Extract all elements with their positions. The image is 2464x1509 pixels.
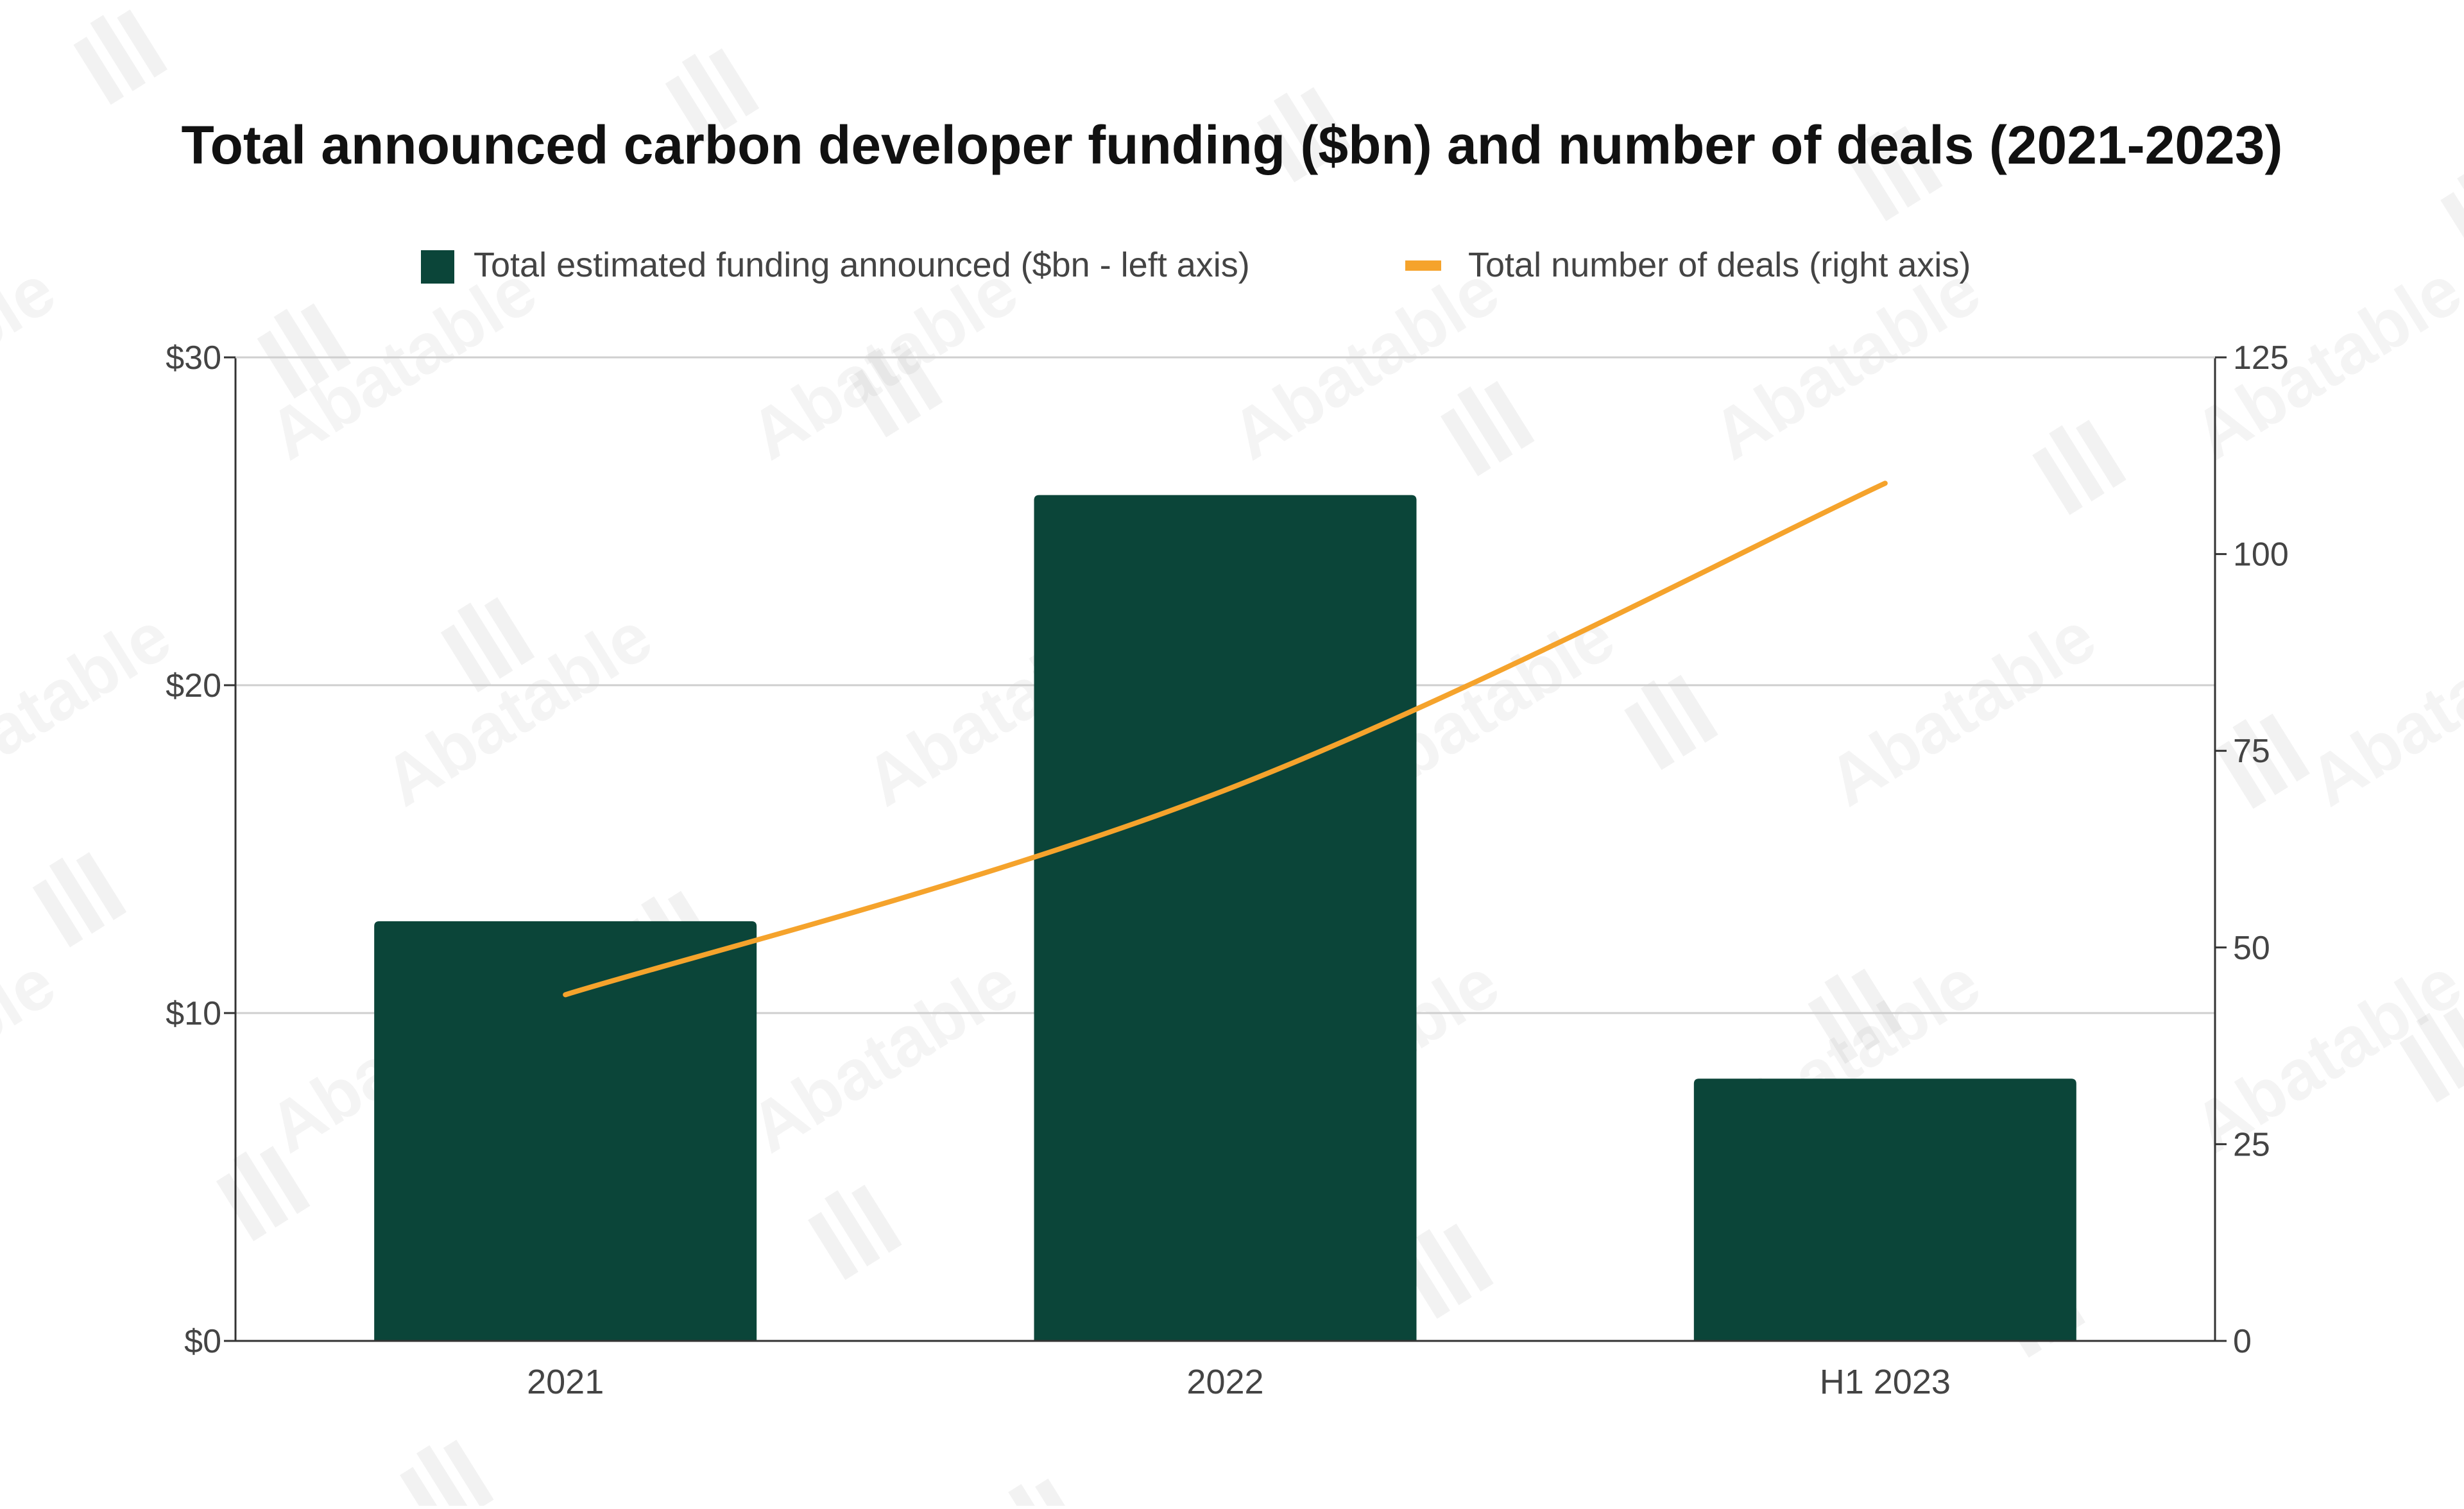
bar-2022 [1034,495,1417,1341]
deals-point-2021 [563,993,568,997]
right-tick-label: 75 [2233,733,2270,770]
x-tick-label: H1 2023 [1820,1363,1951,1401]
bar-h1-2023 [1693,1078,2076,1341]
x-tick-label: 2022 [1186,1363,1263,1401]
left-axis-ticks: $0 $10 $20 $30 [166,339,235,1360]
left-tick-label: $20 [166,667,221,704]
legend-bar-swatch [421,250,454,284]
right-tick-label: 25 [2233,1126,2270,1163]
bar-2021 [374,921,757,1341]
right-tick-label: 50 [2233,930,2270,967]
right-tick-label: 100 [2233,536,2289,574]
right-tick-label: 0 [2233,1323,2252,1360]
axes [234,356,2216,1342]
legend-bar-label: Total estimated funding announced ($bn -… [474,246,1250,284]
legend-line-swatch [1405,260,1441,271]
bar-series [374,495,2076,1341]
right-tick-label: 125 [2233,339,2289,377]
left-tick-label: $10 [166,995,221,1032]
deals-point-2022 [1223,788,1228,792]
deals-point-h1-2023 [1883,481,1887,486]
line-series [563,481,1888,998]
right-axis-ticks: 0 25 50 75 100 125 [2215,339,2289,1360]
left-tick-label: $0 [184,1323,221,1360]
x-tick-label: 2021 [527,1363,604,1401]
legend: Total estimated funding announced ($bn -… [421,246,1971,284]
left-tick-label: $30 [166,339,221,377]
legend-line-label: Total number of deals (right axis) [1468,246,1971,284]
x-axis-ticks: 2021 2022 H1 2023 [527,1363,1951,1401]
chart-title: Total announced carbon developer funding… [182,115,2283,175]
